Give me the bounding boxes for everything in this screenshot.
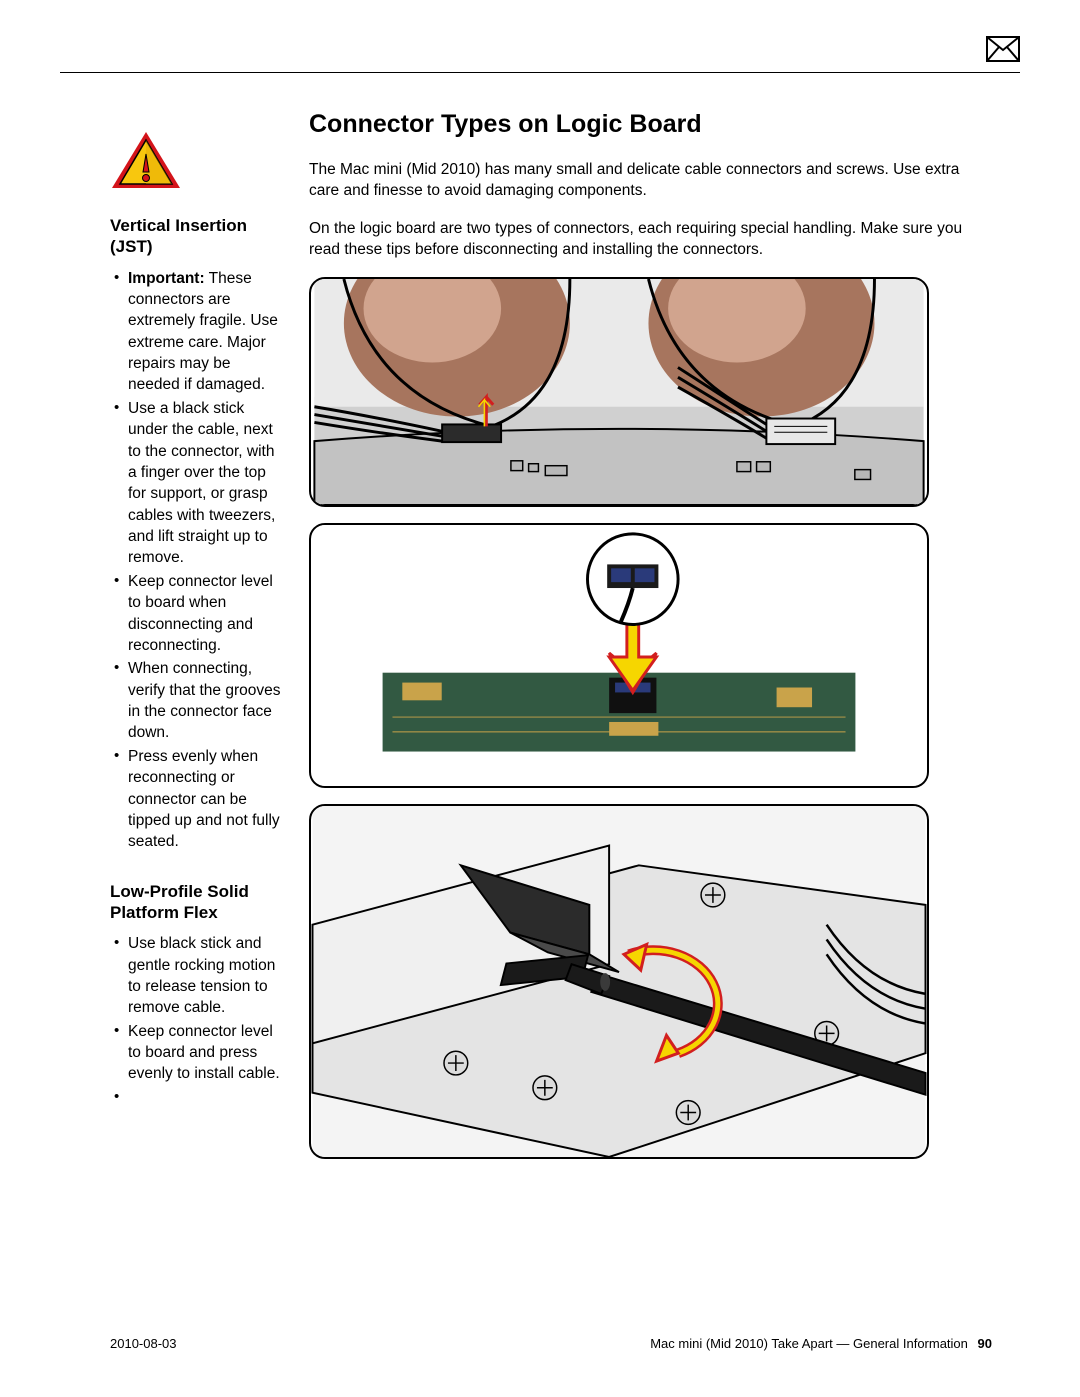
intro-paragraph: The Mac mini (Mid 2010) has many small a…	[309, 159, 990, 202]
section-heading-jst: Vertical Insertion (JST)	[110, 215, 285, 258]
list-item: Keep connector level to board and press …	[110, 1021, 285, 1085]
flex-list: Use black stick and gentle rocking motio…	[110, 933, 285, 1085]
figure-pcb-insert	[309, 523, 929, 788]
header-rule	[60, 72, 1020, 73]
list-item: Keep connector level to board when disco…	[110, 571, 285, 657]
list-item: Use black stick and gentle rocking motio…	[110, 933, 285, 1019]
list-item: When connecting, verify that the grooves…	[110, 658, 285, 744]
mail-icon[interactable]	[986, 36, 1020, 62]
page-footer: 2010-08-03 Mac mini (Mid 2010) Take Apar…	[110, 1336, 992, 1351]
footer-page-number: 90	[978, 1336, 992, 1351]
list-item: Important: These connectors are extremel…	[110, 268, 285, 396]
footer-date: 2010-08-03	[110, 1336, 177, 1351]
intro-paragraph: On the logic board are two types of conn…	[309, 218, 990, 261]
list-item: Press evenly when reconnecting or connec…	[110, 746, 285, 853]
footer-doc: Mac mini (Mid 2010) Take Apart — General…	[650, 1336, 992, 1351]
intro-text: The Mac mini (Mid 2010) has many small a…	[309, 159, 990, 261]
list-item: Use a black stick under the cable, next …	[110, 398, 285, 569]
jst-list: Important: These connectors are extremel…	[110, 268, 285, 853]
page-title: Connector Types on Logic Board	[309, 110, 990, 139]
figure-jst-fingers	[309, 277, 929, 507]
figure-flex-pry	[309, 804, 929, 1159]
main-column: Connector Types on Logic Board The Mac m…	[309, 110, 990, 1175]
warning-triangle-icon	[110, 130, 182, 192]
sidebar: Vertical Insertion (JST) Important: Thes…	[110, 110, 285, 1175]
section-heading-flex: Low-Profile Solid Platform Flex	[110, 881, 285, 924]
